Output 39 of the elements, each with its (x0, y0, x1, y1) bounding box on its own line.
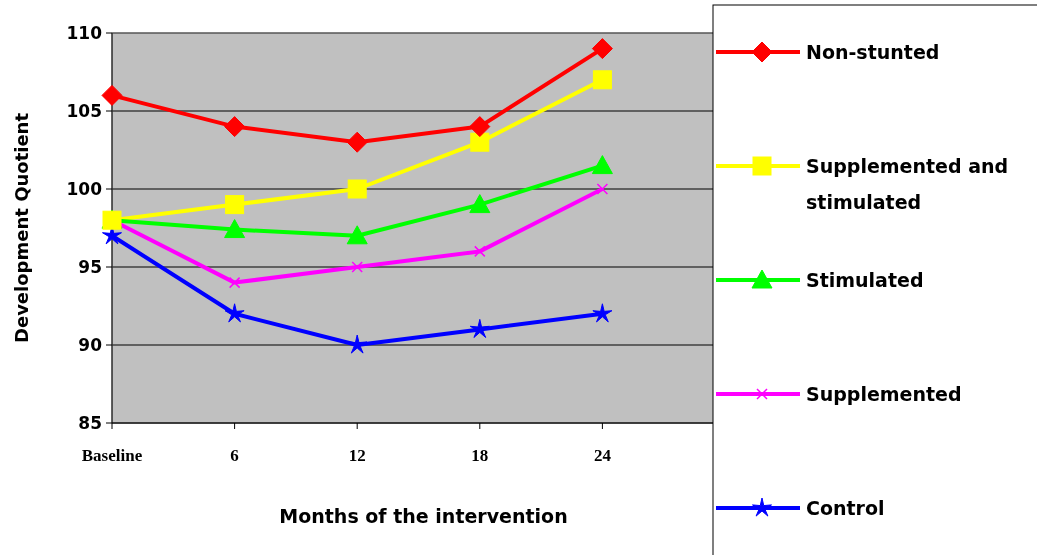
point (596, 183, 609, 195)
point (347, 179, 367, 199)
point (346, 131, 368, 153)
point (470, 132, 490, 152)
point (351, 261, 363, 273)
y-tick-label: 85 (78, 412, 102, 433)
point (346, 225, 368, 245)
legend-label: Supplemented (806, 382, 962, 405)
point (469, 116, 491, 138)
legend-label: Non-stunted (806, 40, 940, 63)
x-tick-label: 18 (471, 446, 489, 465)
point (474, 245, 486, 258)
point (224, 219, 246, 239)
point (224, 116, 246, 138)
point (224, 303, 245, 323)
x-tick-label: 12 (348, 446, 366, 465)
point (225, 195, 245, 215)
y-tick-label: 90 (78, 334, 103, 355)
legend-label: Supplemented and stimulated (806, 154, 1009, 213)
y-axis-title: Development Quotient (11, 112, 32, 344)
point (469, 194, 491, 214)
x-tick-label: 6 (230, 446, 239, 465)
point (228, 276, 241, 289)
legend-label: Stimulated (806, 268, 924, 291)
y-tick-label: 105 (66, 100, 102, 121)
point (469, 318, 490, 338)
point (101, 84, 123, 106)
y-tick-label: 95 (78, 256, 102, 277)
x-tick-label: Baseline (81, 446, 143, 465)
legend-label: Control (806, 496, 885, 519)
point (592, 303, 613, 323)
x-axis-title: Months of the intervention (279, 505, 568, 527)
point (592, 70, 612, 90)
point (591, 38, 613, 60)
point (591, 155, 613, 175)
x-tick-label: 24 (593, 446, 612, 465)
point (347, 334, 368, 354)
y-tick-label: 110 (66, 22, 103, 43)
y-tick-label: 100 (66, 178, 103, 199)
